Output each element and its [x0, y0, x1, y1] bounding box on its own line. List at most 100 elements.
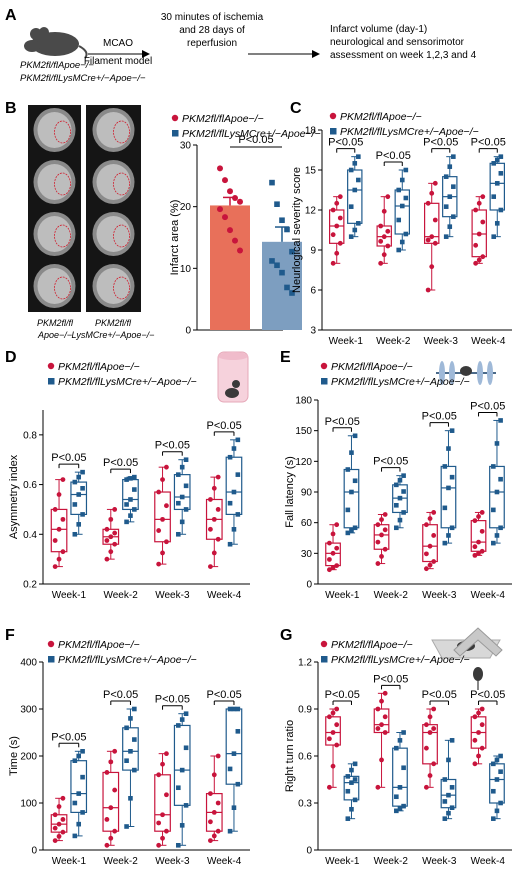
data-point: [183, 483, 189, 489]
data-point: [394, 808, 399, 814]
data-point: [443, 204, 449, 209]
legend-marker-red: [171, 114, 179, 122]
mri-infarct-outline: [113, 276, 130, 300]
box-iqr: [440, 778, 457, 809]
data-point: [442, 816, 448, 821]
data-point: [491, 161, 497, 166]
x-tick-label: Week-1: [329, 336, 364, 347]
data-point: [124, 725, 129, 731]
data-point: [60, 829, 66, 835]
data-point: [432, 217, 438, 223]
y-tick-label: 300: [20, 705, 37, 716]
data-point: [348, 234, 354, 239]
y-axis-label: Asymmetry index: [8, 454, 20, 539]
box-iqr: [154, 491, 171, 543]
data-point: [231, 751, 237, 756]
data-point: [476, 257, 482, 263]
data-point: [403, 231, 409, 237]
data-point: [208, 497, 213, 502]
data-point: [208, 791, 213, 796]
data-point: [494, 181, 500, 186]
y-tick-label: 0.9: [298, 705, 312, 716]
data-point: [382, 512, 388, 517]
data-point: [124, 758, 129, 763]
y-tick-label: 1.2: [298, 658, 312, 669]
legend-label-red: PKM2fl/flApoe−/−: [58, 361, 140, 373]
data-point: [112, 787, 118, 793]
data-point: [156, 820, 162, 826]
data-point: [132, 507, 137, 512]
data-point: [472, 714, 478, 720]
panel-letter-d: D: [5, 349, 17, 366]
data-point: [498, 800, 503, 806]
data-point: [60, 477, 66, 482]
data-point: [449, 805, 455, 810]
step2-line1: 30 minutes of ischemia: [161, 12, 264, 23]
data-point: [432, 240, 438, 246]
data-point: [375, 784, 381, 790]
box-iqr: [394, 189, 410, 235]
data-point: [160, 477, 165, 482]
data-point: [449, 525, 455, 531]
chart-panel-d: 0.2 0.4 0.6 0.8 Asymmetry index Week-1 P<0.05 W…: [8, 361, 250, 601]
data-point: [476, 550, 481, 556]
data-point: [494, 808, 500, 814]
p-value-label: P<0.05: [103, 457, 138, 469]
data-point: [378, 223, 384, 229]
data-point: [326, 714, 332, 720]
x-tick-label: Week-1: [52, 590, 87, 601]
data-point: [446, 810, 451, 816]
data-point: [401, 489, 406, 494]
data-point: [235, 437, 241, 443]
data-point: [399, 177, 405, 183]
data-point: [156, 528, 162, 533]
x-tick-label: Week-2: [374, 856, 409, 867]
data-point: [491, 788, 496, 794]
y-tick-label: 60: [301, 518, 313, 529]
data-point: [237, 198, 243, 205]
data-point: [227, 500, 233, 506]
data-point: [183, 745, 189, 751]
data-point: [494, 157, 500, 163]
data-point: [375, 706, 381, 712]
box-iqr: [225, 708, 243, 785]
data-point: [403, 195, 409, 201]
y-tick-label: 150: [295, 426, 312, 437]
mri-caption-2-line1: PKM2fl/fl: [95, 318, 132, 328]
y-tick-label: 30: [180, 141, 192, 152]
data-point: [352, 525, 358, 531]
panel-letter-c: C: [290, 100, 302, 117]
data-point: [449, 428, 455, 433]
data-point: [330, 710, 336, 716]
data-point: [476, 753, 481, 759]
box-iqr: [50, 508, 68, 553]
p-value-label: P<0.05: [155, 440, 190, 452]
y-axis-label: Time (s): [8, 736, 20, 776]
data-point: [164, 751, 169, 757]
legend-label-red: PKM2fl/flApoe−/−: [340, 111, 422, 123]
data-point: [427, 543, 433, 549]
data-point: [215, 474, 221, 480]
data-point: [211, 485, 217, 491]
data-point: [494, 777, 500, 782]
data-point: [432, 180, 438, 186]
data-point: [397, 806, 403, 811]
data-point: [480, 194, 486, 200]
data-point: [491, 761, 496, 767]
box-iqr: [440, 465, 457, 529]
data-point: [279, 217, 285, 224]
data-point: [160, 835, 165, 841]
data-point: [442, 777, 448, 782]
data-point: [164, 539, 169, 545]
data-point: [451, 184, 456, 189]
data-point: [352, 433, 358, 439]
data-point: [349, 489, 354, 495]
data-point: [451, 214, 456, 219]
data-point: [176, 723, 181, 728]
data-point: [124, 824, 129, 829]
data-point: [375, 726, 381, 731]
data-point: [348, 167, 354, 173]
y-tick-label: 9: [310, 246, 316, 257]
mri-infarct-outline: [113, 172, 130, 196]
y-tick-label: 0: [306, 846, 312, 857]
